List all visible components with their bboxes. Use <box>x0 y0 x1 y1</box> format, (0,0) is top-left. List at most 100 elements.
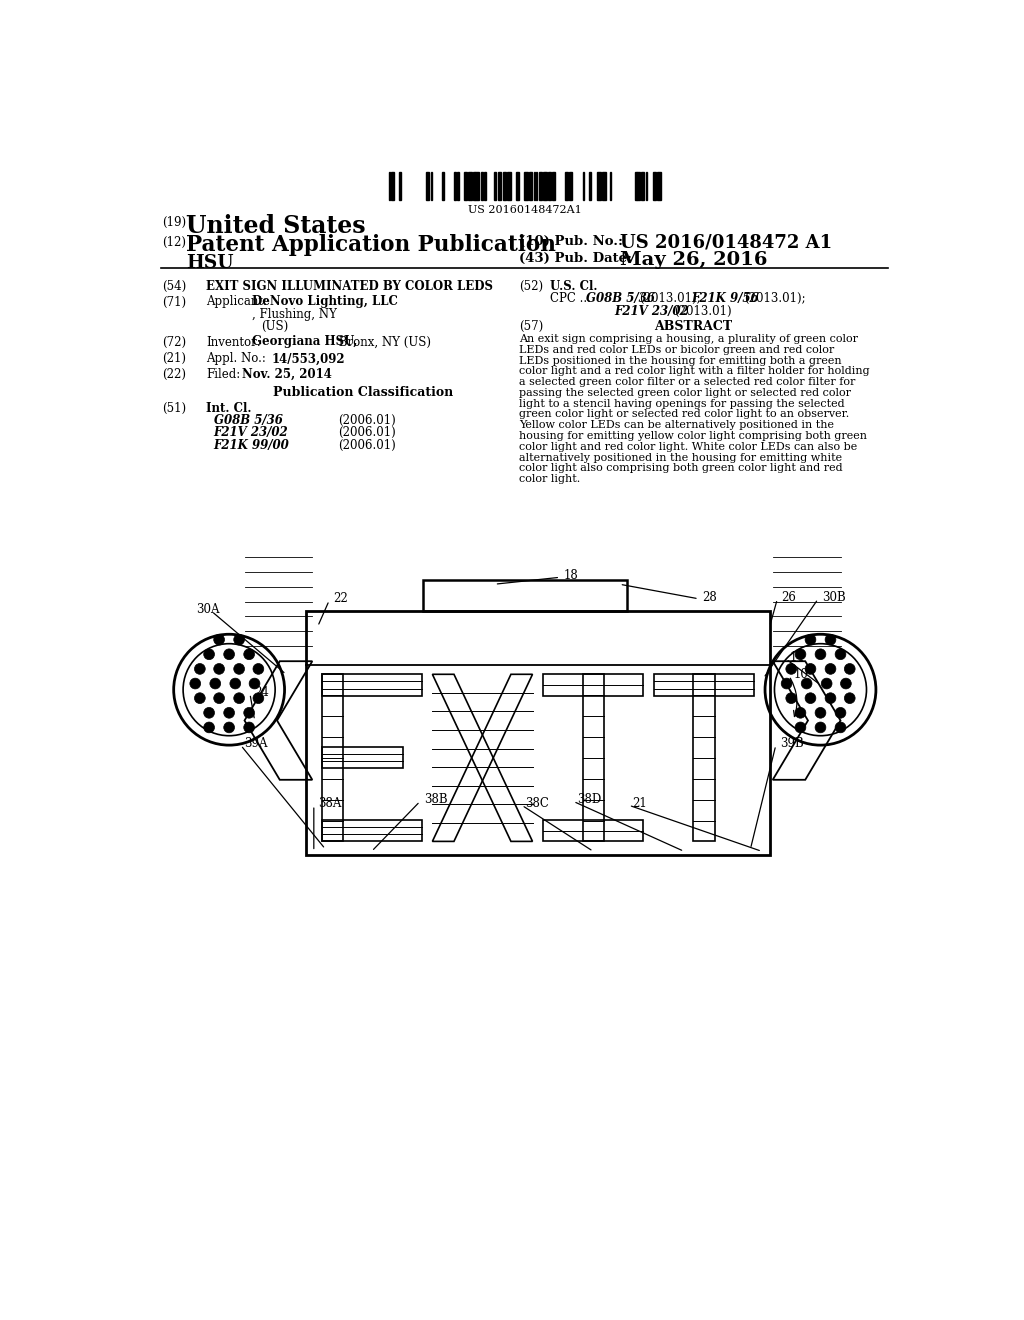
Text: , Flushing, NY: , Flushing, NY <box>252 308 337 321</box>
Bar <box>524 172 527 199</box>
Circle shape <box>223 722 234 733</box>
Text: housing for emitting yellow color light comprising both green: housing for emitting yellow color light … <box>519 430 867 441</box>
Circle shape <box>781 678 792 689</box>
Bar <box>468 172 472 199</box>
Text: Publication Classification: Publication Classification <box>273 387 454 400</box>
Bar <box>529 172 532 199</box>
Circle shape <box>204 722 214 733</box>
Text: color light and red color light. White color LEDs can also be: color light and red color light. White c… <box>519 442 858 451</box>
Bar <box>609 172 611 199</box>
Text: 18: 18 <box>564 569 579 582</box>
Circle shape <box>815 722 826 733</box>
Circle shape <box>214 664 224 675</box>
Bar <box>457 172 459 199</box>
Text: (51): (51) <box>162 401 186 414</box>
Text: (12): (12) <box>162 236 186 249</box>
Text: Nov. 25, 2014: Nov. 25, 2014 <box>243 368 332 381</box>
Text: color light.: color light. <box>519 474 581 484</box>
Circle shape <box>244 722 255 733</box>
Circle shape <box>249 678 260 689</box>
Text: An exit sign comprising a housing, a plurality of green color: An exit sign comprising a housing, a plu… <box>519 334 858 345</box>
Bar <box>635 172 637 199</box>
Bar <box>597 172 600 199</box>
Circle shape <box>233 693 245 704</box>
Text: Georgiana HSU,: Georgiana HSU, <box>252 335 357 348</box>
Bar <box>583 172 584 199</box>
Bar <box>388 172 390 199</box>
Text: G08B 5/36: G08B 5/36 <box>214 414 283 428</box>
Text: 39A: 39A <box>245 737 268 750</box>
Bar <box>426 172 429 199</box>
Bar <box>442 172 444 199</box>
Text: Inventor:: Inventor: <box>206 335 261 348</box>
Bar <box>516 172 519 199</box>
Circle shape <box>815 708 826 718</box>
Text: US 2016/0148472 A1: US 2016/0148472 A1 <box>620 234 831 252</box>
Text: 10: 10 <box>794 668 808 681</box>
Bar <box>507 172 511 199</box>
Text: a selected green color filter or a selected red color filter for: a selected green color filter or a selec… <box>519 378 856 387</box>
Bar <box>569 172 571 199</box>
Text: (57): (57) <box>519 321 544 333</box>
Text: (19): (19) <box>162 216 186 230</box>
Text: F21V 23/02: F21V 23/02 <box>614 305 689 318</box>
Text: (US): (US) <box>261 321 289 333</box>
Text: DeNovo Lighting, LLC: DeNovo Lighting, LLC <box>252 296 398 309</box>
Text: CPC ...: CPC ... <box>550 293 591 305</box>
Text: (22): (22) <box>162 368 186 381</box>
Text: (2006.01): (2006.01) <box>339 438 396 451</box>
Text: 38D: 38D <box>578 793 601 807</box>
Text: light to a stencil having openings for passing the selected: light to a stencil having openings for p… <box>519 399 845 409</box>
Circle shape <box>836 722 846 733</box>
Circle shape <box>204 708 214 718</box>
Text: 30B: 30B <box>822 591 846 603</box>
Bar <box>602 172 605 199</box>
Circle shape <box>223 708 234 718</box>
Circle shape <box>785 693 797 704</box>
Text: green color light or selected red color light to an observer.: green color light or selected red color … <box>519 409 850 420</box>
Bar <box>645 172 647 199</box>
Circle shape <box>214 693 224 704</box>
Text: color light and a red color light with a filter holder for holding: color light and a red color light with a… <box>519 367 870 376</box>
Circle shape <box>795 722 806 733</box>
Text: Patent Application Publication: Patent Application Publication <box>186 234 556 256</box>
Circle shape <box>841 678 851 689</box>
Bar <box>430 172 432 199</box>
Bar <box>544 675 643 696</box>
Bar <box>503 172 506 199</box>
Circle shape <box>805 693 816 704</box>
Bar <box>423 581 628 611</box>
Text: LEDs and red color LEDs or bicolor green and red color: LEDs and red color LEDs or bicolor green… <box>519 345 835 355</box>
Bar <box>536 172 538 199</box>
Text: 14/553,092: 14/553,092 <box>271 352 345 366</box>
Bar <box>693 675 715 841</box>
Bar <box>472 172 474 199</box>
Bar <box>552 172 555 199</box>
Bar <box>498 172 502 199</box>
Text: 28: 28 <box>702 591 718 603</box>
Circle shape <box>821 678 833 689</box>
Circle shape <box>223 649 234 660</box>
Bar <box>657 172 660 199</box>
Text: 21: 21 <box>633 797 647 810</box>
Text: U.S. Cl.: U.S. Cl. <box>550 280 598 293</box>
Text: (2013.01);: (2013.01); <box>744 293 806 305</box>
Bar <box>589 172 592 199</box>
Text: (54): (54) <box>162 280 186 293</box>
Circle shape <box>230 678 241 689</box>
Bar <box>454 172 456 199</box>
Text: F21K 9/56: F21K 9/56 <box>691 293 759 305</box>
Text: LEDs positioned in the housing for emitting both a green: LEDs positioned in the housing for emitt… <box>519 355 842 366</box>
Text: (2013.01): (2013.01) <box>674 305 732 318</box>
Text: 22: 22 <box>333 593 348 606</box>
Bar <box>481 172 483 199</box>
Text: US 20160148472A1: US 20160148472A1 <box>468 205 582 215</box>
Text: ABSTRACT: ABSTRACT <box>653 321 732 333</box>
Text: 26: 26 <box>781 591 796 603</box>
Text: 38C: 38C <box>525 797 550 810</box>
Circle shape <box>785 664 797 675</box>
Text: (43) Pub. Date:: (43) Pub. Date: <box>519 252 633 265</box>
Text: (21): (21) <box>162 352 186 366</box>
Text: (52): (52) <box>519 280 544 293</box>
Circle shape <box>195 664 205 675</box>
